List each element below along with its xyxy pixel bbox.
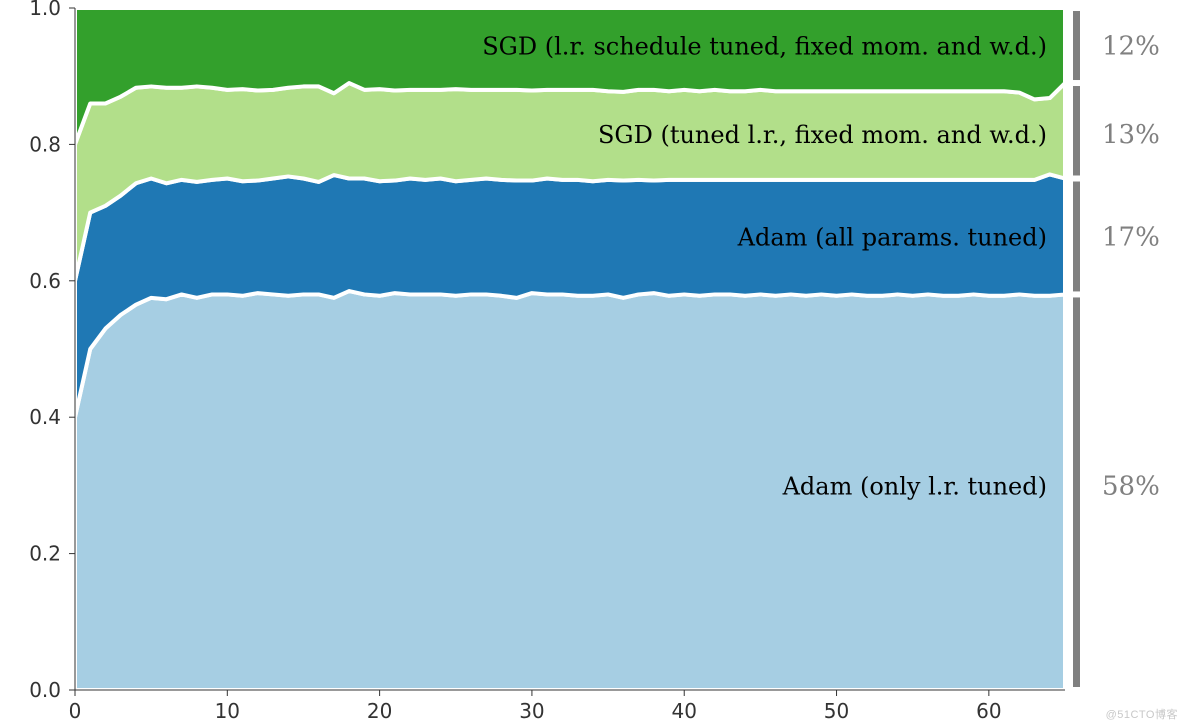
x-tick-label: 10 [215,699,240,723]
y-tick-label: 0.0 [29,678,61,702]
y-tick-label: 0.4 [29,405,61,429]
series-label-adam_all: Adam (all params. tuned) [737,223,1047,251]
x-tick-label: 0 [69,699,82,723]
x-tick-label: 50 [824,699,849,723]
x-tick-label: 60 [976,699,1001,723]
x-tick-label: 30 [519,699,544,723]
series-label-adam_lr_only: Adam (only l.r. tuned) [782,472,1047,500]
pct-label-adam_lr_only: 58% [1102,471,1160,501]
share-bar-sgd_tuned_lr [1073,86,1080,175]
y-tick-label: 0.2 [29,542,61,566]
pct-label-adam_all: 17% [1102,222,1160,252]
share-bar-sgd_schedule [1073,11,1080,80]
stacked-area-chart: 0.0 0.2 0.4 0.6 0.8 1.0 0 10 20 30 40 50 60 58% Adam (… [0,0,1184,724]
x-tick-label: 40 [672,699,697,723]
y-tick-label: 0.6 [29,269,61,293]
series-label-sgd_tuned_lr: SGD (tuned l.r., fixed mom. and w.d.) [598,121,1047,149]
share-bar-adam_all [1073,182,1080,292]
chart-svg: 0.0 0.2 0.4 0.6 0.8 1.0 0 10 20 30 40 50 60 58% Adam (… [0,0,1184,724]
pct-label-sgd_schedule: 12% [1102,32,1160,62]
y-tick-label: 0.8 [29,132,61,156]
share-bar-adam_lr_only [1073,297,1080,687]
y-tick-label: 1.0 [29,0,61,20]
watermark: @51CTO博客 [1106,706,1178,722]
x-tick-label: 20 [367,699,392,723]
pct-label-sgd_tuned_lr: 13% [1102,120,1160,150]
series-label-sgd_schedule: SGD (l.r. schedule tuned, fixed mom. and… [482,33,1047,61]
